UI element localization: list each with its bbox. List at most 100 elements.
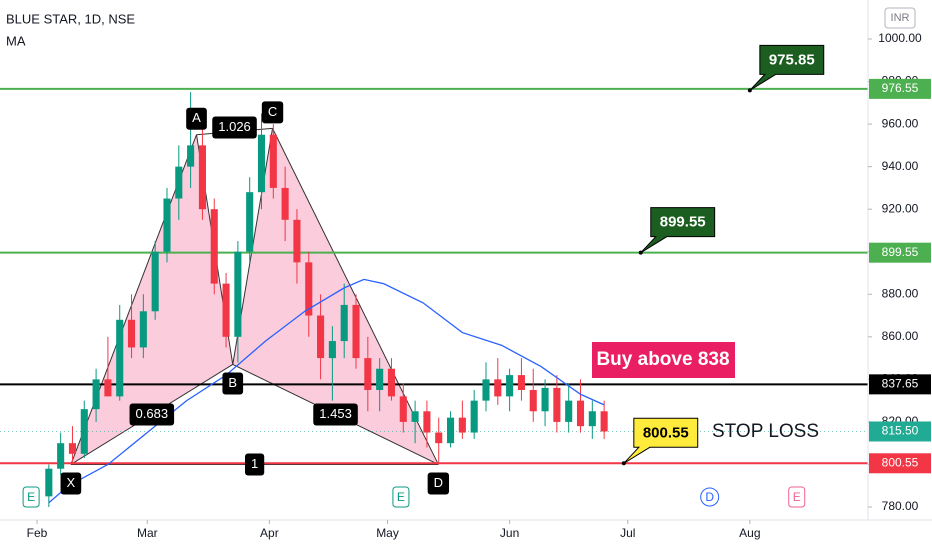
- candle-body: [435, 432, 443, 444]
- candle-body: [517, 375, 525, 390]
- y-tick-label: 960.00: [882, 116, 919, 130]
- level-label-box: [869, 242, 931, 263]
- candle-body: [352, 304, 360, 359]
- candle-body: [257, 134, 266, 193]
- x-tick-label: Jul: [620, 526, 635, 540]
- plot: X A B C D 1.026 0.683 1.453 1 975.85 899.55 800.55: [0, 44, 868, 507]
- candle-body: [210, 209, 218, 284]
- candle-body: [281, 187, 289, 220]
- candle-body: [57, 443, 65, 469]
- event-label[interactable]: E: [793, 490, 801, 504]
- candle-body: [423, 411, 431, 433]
- candle-body: [470, 400, 478, 433]
- x-tick-label: Jun: [500, 526, 519, 540]
- pattern-point-box: [60, 472, 82, 495]
- indicator-label: MA: [6, 33, 26, 48]
- callout-text: 975.85: [769, 51, 815, 68]
- y-tick-label: 920.00: [882, 201, 919, 215]
- candle-body: [317, 315, 325, 359]
- axes: 780.00800.00820.00840.00860.00880.00900.…: [22, 31, 931, 540]
- callout-anchor: [638, 250, 643, 255]
- candle-body: [80, 409, 88, 454]
- pattern-point-text: D: [434, 475, 443, 490]
- candle-body: [387, 368, 396, 397]
- callout: 975.85: [747, 44, 825, 93]
- candle-body: [553, 387, 561, 422]
- pattern-point-text: X: [67, 475, 76, 490]
- chart-title: BLUE STAR, 1D, NSE: [6, 11, 135, 26]
- pattern-point-text: C: [268, 104, 277, 119]
- currency-box[interactable]: [884, 7, 916, 29]
- pattern-ratio: 1: [244, 453, 265, 476]
- callout-box: [640, 207, 716, 254]
- candle-body: [328, 341, 336, 359]
- pattern-point-text: B: [228, 375, 237, 390]
- pattern-point-text: A: [192, 110, 201, 125]
- candle-body: [293, 219, 301, 263]
- candle-body: [376, 368, 384, 390]
- candle-body: [92, 379, 100, 410]
- candle-body: [494, 379, 502, 397]
- x-tick-label: May: [376, 526, 399, 540]
- event-label[interactable]: E: [27, 490, 35, 504]
- candle-body: [127, 319, 136, 348]
- x-tick-label: Feb: [27, 526, 48, 540]
- pattern-ratio-text: 1.026: [218, 119, 251, 134]
- pattern-ratio-text: 1.453: [319, 406, 352, 421]
- pattern-point: D: [427, 472, 450, 495]
- event-icon[interactable]: [788, 486, 806, 508]
- note: STOP LOSS: [712, 421, 819, 442]
- candle-body: [364, 358, 372, 390]
- pattern-point: X: [60, 472, 82, 495]
- x-tick-label: Aug: [739, 526, 760, 540]
- candle-body: [269, 134, 277, 188]
- y-tick-label: 1000.00: [878, 31, 922, 45]
- candle-body: [458, 417, 466, 433]
- y-tick-label: 880.00: [882, 286, 919, 300]
- candle-body: [45, 468, 53, 497]
- candle-body: [541, 387, 549, 412]
- pattern-point-box: [261, 101, 284, 124]
- pattern-ratio: 0.683: [129, 403, 175, 426]
- event-icon[interactable]: [22, 486, 40, 508]
- pattern-ratio: 1.026: [212, 116, 257, 139]
- callout: 899.55: [638, 207, 716, 255]
- candle-body: [222, 283, 230, 337]
- callout-box: [623, 417, 699, 464]
- note-box: [592, 342, 735, 378]
- level-label: 899.55: [882, 245, 919, 259]
- x-tick-label: Apr: [260, 526, 279, 540]
- level-label-box: [869, 453, 931, 474]
- candle-body: [576, 400, 585, 427]
- candle-body: [399, 396, 407, 422]
- level-label-box: [869, 78, 931, 99]
- event-label[interactable]: E: [397, 490, 405, 504]
- pattern-line: [272, 128, 439, 465]
- candle-body: [482, 379, 490, 401]
- candle-body: [246, 192, 254, 252]
- pattern-ratio-box: [129, 403, 175, 426]
- candle-body: [588, 411, 596, 427]
- candle-body: [565, 400, 573, 422]
- pattern-ratio-box: [313, 403, 358, 426]
- event-icon[interactable]: [700, 487, 720, 507]
- callout-anchor: [747, 88, 752, 93]
- candle-body: [68, 443, 77, 454]
- event-label[interactable]: D: [705, 490, 714, 504]
- pattern-point: B: [222, 372, 244, 395]
- candle-body: [446, 417, 455, 444]
- moving-average: [48, 278, 605, 504]
- candle-body: [305, 262, 313, 316]
- last-price-box: [869, 421, 931, 442]
- candle-body: [163, 198, 171, 252]
- candle-body: [340, 304, 348, 342]
- event-icon[interactable]: [392, 486, 410, 508]
- level-label: 837.65: [882, 377, 919, 391]
- candle-body: [600, 411, 608, 432]
- candle-body: [234, 251, 242, 337]
- last-price-label: 815.50: [882, 424, 919, 438]
- currency[interactable]: INR: [891, 12, 910, 24]
- level-label: 800.55: [882, 455, 919, 469]
- level-label-box: [869, 374, 931, 395]
